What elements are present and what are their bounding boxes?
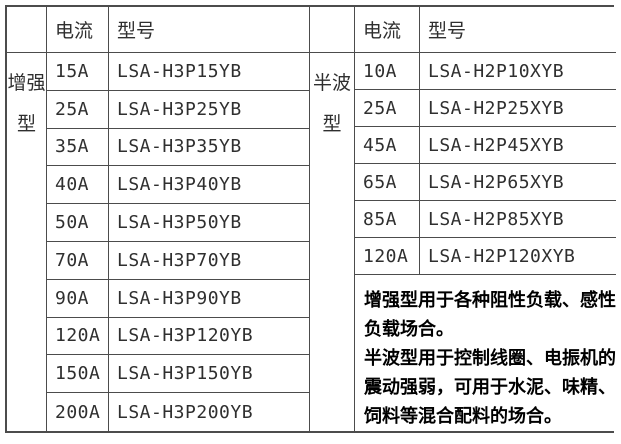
current-cell: 85A bbox=[355, 201, 420, 238]
type-label-enhanced: 增强型 bbox=[7, 53, 47, 431]
current-cell: 10A bbox=[355, 53, 420, 90]
model-cell: LSA-H3P25YB bbox=[109, 90, 310, 129]
current-cell: 50A bbox=[47, 204, 109, 242]
model-column-header: 型号 bbox=[420, 7, 616, 53]
current-cell: 45A bbox=[355, 127, 420, 164]
header-corner-cell bbox=[7, 7, 47, 53]
model-cell: LSA-H3P200YB bbox=[109, 393, 310, 431]
usage-note-line: 半波型用于控制线圈、电振机的 bbox=[364, 348, 616, 368]
current-cell: 120A bbox=[355, 238, 420, 275]
usage-note: 增强型用于各种阻性负载、感性 负载场合。 半波型用于控制线圈、电振机的 震动强弱… bbox=[355, 275, 616, 431]
current-column-header: 电流 bbox=[47, 7, 109, 53]
model-cell: LSA-H2P85XYB bbox=[420, 201, 616, 238]
enhanced-type-section: 电流 型号 增强型 15A LSA-H3P15YB 25A LSA-H3P25Y… bbox=[7, 7, 310, 431]
current-cell: 150A bbox=[47, 355, 109, 394]
model-cell: LSA-H3P120YB bbox=[109, 317, 310, 356]
usage-note-line: 负载场合。 bbox=[364, 319, 454, 339]
current-cell: 40A bbox=[47, 166, 109, 205]
model-cell: LSA-H2P120XYB bbox=[420, 238, 616, 275]
current-cell: 15A bbox=[47, 53, 109, 91]
current-cell: 70A bbox=[47, 241, 109, 280]
header-corner-cell bbox=[310, 7, 355, 53]
model-cell: LSA-H3P35YB bbox=[109, 128, 310, 167]
current-column-header: 电流 bbox=[355, 7, 420, 53]
usage-note-line: 饲料等混合配料的场合。 bbox=[364, 406, 562, 426]
type-label-halfwave: 半波型 bbox=[310, 53, 355, 431]
current-cell: 65A bbox=[355, 164, 420, 201]
model-cell: LSA-H2P25XYB bbox=[420, 90, 616, 127]
model-cell: LSA-H2P45XYB bbox=[420, 127, 616, 164]
current-cell: 25A bbox=[355, 90, 420, 127]
product-spec-table: 电流 型号 增强型 15A LSA-H3P15YB 25A LSA-H3P25Y… bbox=[5, 5, 616, 433]
current-cell: 90A bbox=[47, 279, 109, 318]
halfwave-type-section: 电流 型号 半波型 10A LSA-H2P10XYB 25A LSA-H2P25… bbox=[310, 7, 616, 431]
model-cell: LSA-H3P50YB bbox=[109, 204, 310, 242]
model-cell: LSA-H3P15YB bbox=[109, 53, 310, 91]
model-cell: LSA-H3P70YB bbox=[109, 241, 310, 280]
model-cell: LSA-H3P40YB bbox=[109, 166, 310, 205]
model-column-header: 型号 bbox=[109, 7, 310, 53]
model-cell: LSA-H2P65XYB bbox=[420, 164, 616, 201]
model-cell: LSA-H3P150YB bbox=[109, 355, 310, 394]
model-cell: LSA-H3P90YB bbox=[109, 279, 310, 318]
model-cell: LSA-H2P10XYB bbox=[420, 53, 616, 90]
current-cell: 35A bbox=[47, 128, 109, 167]
usage-note-line: 增强型用于各种阻性负载、感性 bbox=[364, 290, 616, 310]
current-cell: 120A bbox=[47, 317, 109, 356]
current-cell: 200A bbox=[47, 393, 109, 431]
usage-note-line: 震动强弱，可用于水泥、味精、 bbox=[364, 377, 616, 397]
current-cell: 25A bbox=[47, 90, 109, 129]
